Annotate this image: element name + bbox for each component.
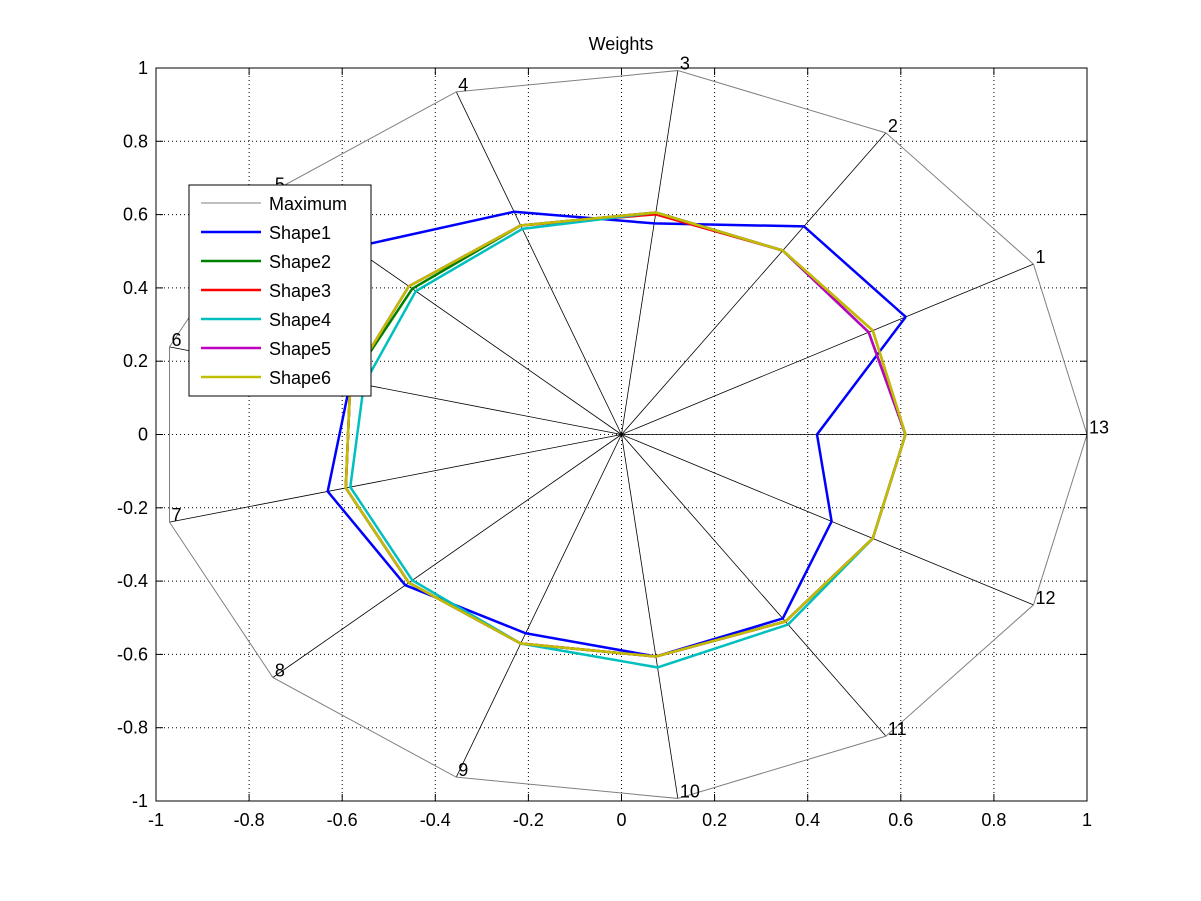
y-tick-label: -0.6 <box>117 644 148 664</box>
spoke-line <box>621 70 679 435</box>
x-tick-label: 0.6 <box>888 810 913 830</box>
spoke-line <box>621 434 1034 606</box>
spoke-label: 11 <box>888 719 907 739</box>
legend-label: Maximum <box>269 194 347 214</box>
spoke-label: 2 <box>888 116 898 136</box>
spoke-line <box>621 434 679 799</box>
x-tick-label: 0 <box>616 810 626 830</box>
spoke-line <box>621 132 887 435</box>
legend: Maximum Shape1 Shape2 Shape3 Shape4 Shape5 Sha… <box>188 184 372 397</box>
x-tick-label: -0.4 <box>420 810 451 830</box>
legend-label: Shape5 <box>269 339 331 359</box>
legend-label: Shape3 <box>269 281 331 301</box>
spoke-line <box>455 91 622 435</box>
spoke-label: 13 <box>1089 418 1109 438</box>
y-tick-label: -0.8 <box>117 718 148 738</box>
y-tick-label: -0.2 <box>117 498 148 518</box>
series-line-shape1 <box>326 210 907 658</box>
legend-label: Shape6 <box>269 368 331 388</box>
spoke-label: 10 <box>680 781 700 801</box>
x-tick-label: -1 <box>148 810 164 830</box>
x-tick-label: -0.2 <box>513 810 544 830</box>
y-tick-label: -0.4 <box>117 571 148 591</box>
y-tick-label: 0.6 <box>123 205 148 225</box>
spoke-label: 12 <box>1035 588 1055 608</box>
series-line-maximum <box>168 70 1088 799</box>
spoke-line <box>621 434 887 737</box>
spoke-label: 8 <box>275 660 285 680</box>
series-line-shape6 <box>344 211 907 658</box>
x-tick-label: -0.8 <box>234 810 265 830</box>
series-lines <box>168 70 1088 799</box>
x-tick-label: 0.2 <box>702 810 727 830</box>
legend-label: Shape1 <box>269 223 331 243</box>
legend-label: Shape4 <box>269 310 331 330</box>
spoke-line <box>272 434 622 678</box>
chart-title: Weights <box>589 34 654 54</box>
y-tick-label: 0 <box>138 425 148 445</box>
spoke-line <box>621 263 1034 435</box>
spoke-label: 7 <box>171 505 181 525</box>
y-tick-label: 0.4 <box>123 278 148 298</box>
y-tick-label: 1 <box>138 58 148 78</box>
series-line-shape4 <box>348 211 907 669</box>
spoke-label: 4 <box>458 75 468 95</box>
y-tick-label: 0.8 <box>123 131 148 151</box>
spoke-labels: 12345678910111213 <box>171 54 1109 802</box>
spoke-line <box>169 434 622 523</box>
y-tick-label: -1 <box>132 791 148 811</box>
x-tick-label: -0.6 <box>327 810 358 830</box>
spoke-label: 6 <box>171 330 181 350</box>
x-tick-label: 0.8 <box>981 810 1006 830</box>
x-tick-label: 0.4 <box>795 810 820 830</box>
spoke-label: 3 <box>680 54 690 74</box>
spoke-line <box>455 434 622 778</box>
axis-ticks: -1 -0.8 -0.6 -0.4 -0.2 0 0.2 0.4 0.6 0.8 1 -1 -0.8 -0… <box>117 58 1092 830</box>
spoke-label: 1 <box>1035 247 1045 267</box>
spokes <box>169 70 1087 799</box>
y-tick-label: 0.2 <box>123 351 148 371</box>
spoke-label: 9 <box>458 760 468 780</box>
legend-label: Shape2 <box>269 252 331 272</box>
x-tick-label: 1 <box>1082 810 1092 830</box>
